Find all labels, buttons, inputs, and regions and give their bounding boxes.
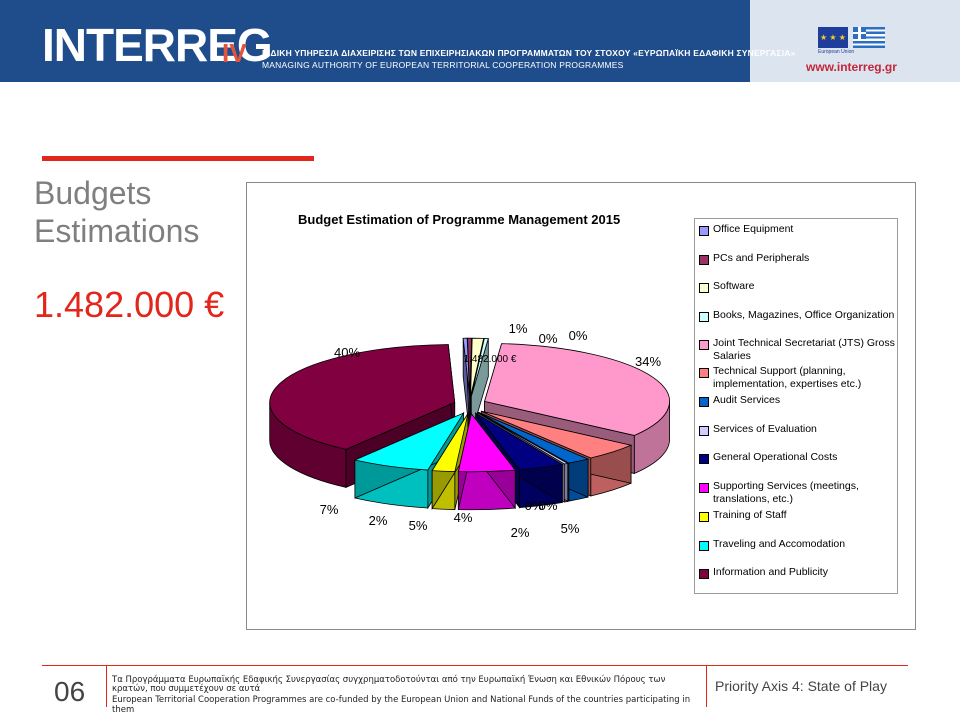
greek-flag-cross [858, 27, 861, 39]
slide-title-line: Estimations [34, 213, 200, 249]
legend-item: Services of Evaluation [695, 423, 895, 436]
pie-slice [481, 410, 633, 459]
pie-slice [470, 337, 489, 397]
footer-cofunding-greek: Τα Προγράμματα Ευρωπαϊκής Εδαφικής Συνερ… [112, 675, 666, 694]
eu-flag-icon: ★ ★ ★ [818, 27, 848, 48]
legend-label: Information and Publicity [713, 566, 828, 578]
footer-divider [42, 665, 908, 666]
legend-label: Software [713, 280, 755, 292]
pie-slice-percent-label: 40% [334, 345, 360, 360]
legend-item: Traveling and Accomodation [695, 538, 895, 551]
pie-slice [269, 344, 456, 450]
legend-item: Books, Magazines, Office Organization [695, 309, 895, 322]
pie-slice [477, 412, 569, 465]
chart-title: Budget Estimation of Programme Managemen… [298, 212, 621, 227]
legend-item: PCs and Peripherals [695, 252, 895, 265]
pie-total-label: 1.482.000 € [464, 354, 517, 365]
legend-swatch [699, 312, 709, 322]
footer-cofunding-english: European Territorial Cooperation Program… [112, 695, 691, 715]
legend-label: Technical Support (planning, implementat… [713, 365, 862, 390]
legend-item: Supporting Services (meetings, translati… [695, 480, 895, 506]
legend-swatch [699, 283, 709, 293]
authority-title-english: MANAGING AUTHORITY OF EUROPEAN TERRITORI… [262, 60, 624, 70]
website-link[interactable]: www.interreg.gr [806, 60, 897, 74]
legend-label: Joint Technical Secretariat (JTS) Gross … [713, 337, 895, 362]
slide-title-line: Budgets [34, 175, 152, 211]
pie-slice-percent-label: 0% [525, 498, 544, 513]
pie-slice-percent-label: 34% [635, 354, 661, 369]
pie-slice-percent-label: 0% [539, 331, 558, 346]
pie-slice-percent-label: 4% [454, 510, 473, 525]
legend-item: Software [695, 280, 895, 293]
legend-label: Traveling and Accomodation [713, 538, 846, 550]
pie-slice [470, 337, 485, 397]
pie-slice [353, 412, 465, 471]
section-title: Priority Axis 4: State of Play [715, 678, 887, 694]
interreg-logo: INTERREG [42, 19, 273, 71]
title-accent-bar [42, 156, 314, 161]
legend-swatch [699, 483, 709, 493]
legend-label: Audit Services [713, 394, 781, 406]
legend-swatch [699, 255, 709, 265]
legend-swatch [699, 397, 709, 407]
pie-slice-percent-label: 5% [561, 521, 580, 536]
legend-swatch [699, 340, 709, 350]
footer-divider [106, 665, 107, 707]
pie-slice [475, 412, 564, 470]
footer-divider [706, 665, 707, 707]
authority-title-greek: ΕΙΔΙΚΗ ΥΠΗΡΕΣΙΑ ΔΙΑΧΕΙΡΙΣΗΣ ΤΩΝ ΕΠΙΧΕΙΡΗ… [262, 48, 796, 58]
pie-slice [457, 412, 516, 473]
legend-label: Books, Magazines, Office Organization [713, 309, 895, 321]
eu-caption: European Union [818, 49, 855, 55]
pie-slice-percent-label: 5% [409, 518, 428, 533]
budget-amount: 1.482.000 € [34, 284, 225, 325]
legend-label: Supporting Services (meetings, translati… [713, 480, 859, 505]
legend-item: General Operational Costs [695, 451, 895, 464]
legend-swatch [699, 368, 709, 378]
legend-label: Services of Evaluation [713, 423, 817, 435]
pie-slice-percent-label: 0% [539, 498, 558, 513]
legend-item: Training of Staff [695, 509, 895, 522]
pie-slice [431, 413, 469, 472]
legend-item: Joint Technical Secretariat (JTS) Gross … [695, 337, 895, 363]
legend-item: Information and Publicity [695, 566, 895, 579]
legend-swatch [699, 226, 709, 236]
chart-legend: Office Equipment PCs and Peripherals Softw… [694, 218, 898, 594]
header-banner: INTERREG IV ΕΙΔΙΚΗ ΥΠΗΡΕΣΙΑ ΔΙΑΧΕΙΡΙΣΗΣ … [0, 0, 960, 82]
legend-item: Audit Services [695, 394, 895, 407]
slide-title: Budgets Estimations [34, 174, 199, 250]
pie-slice [467, 337, 472, 397]
legend-swatch [699, 512, 709, 522]
legend-item: Technical Support (planning, implementat… [695, 365, 895, 391]
legend-label: PCs and Peripherals [713, 252, 810, 264]
pie-slice [484, 343, 670, 436]
legend-swatch [699, 569, 709, 579]
legend-label: Office Equipment [713, 223, 794, 235]
pie-slice-percent-label: 2% [511, 525, 530, 540]
pie-slice [478, 412, 590, 464]
pie-slice-percent-label: 1% [509, 321, 528, 336]
legend-swatch [699, 426, 709, 436]
legend-label: Training of Staff [713, 509, 787, 521]
legend-item: Office Equipment [695, 223, 895, 236]
legend-swatch [699, 541, 709, 551]
pie-slice-percent-label: 7% [320, 502, 339, 517]
legend-swatch [699, 454, 709, 464]
page-number: 06 [54, 676, 86, 707]
pie-slice-percent-label: 2% [369, 513, 388, 528]
interreg-logo-suffix: IV [222, 38, 247, 68]
pie-slice-percent-label: 0% [569, 328, 588, 343]
legend-label: General Operational Costs [713, 451, 838, 463]
